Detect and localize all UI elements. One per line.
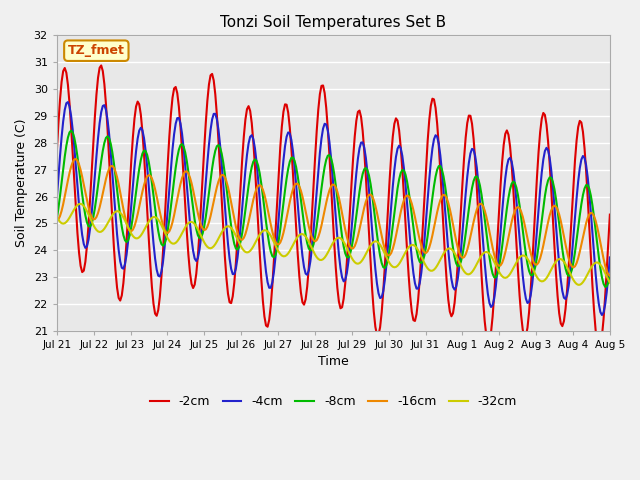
-8cm bbox=[602, 284, 609, 289]
-4cm bbox=[53, 195, 61, 201]
-2cm bbox=[602, 294, 609, 300]
-32cm bbox=[349, 257, 357, 263]
Text: TZ_fmet: TZ_fmet bbox=[68, 44, 125, 57]
Line: -32cm: -32cm bbox=[57, 204, 610, 285]
-16cm bbox=[53, 218, 61, 224]
-8cm bbox=[606, 272, 614, 278]
-4cm bbox=[606, 254, 614, 260]
-8cm bbox=[67, 128, 75, 133]
-2cm bbox=[310, 183, 317, 189]
-32cm bbox=[574, 282, 582, 288]
-32cm bbox=[53, 214, 61, 220]
-2cm bbox=[202, 120, 210, 125]
-32cm bbox=[602, 270, 609, 276]
-2cm bbox=[584, 195, 591, 201]
-8cm bbox=[310, 241, 317, 247]
-16cm bbox=[310, 238, 317, 243]
Line: -16cm: -16cm bbox=[57, 159, 610, 276]
-4cm bbox=[381, 277, 388, 283]
-16cm bbox=[381, 246, 388, 252]
Line: -2cm: -2cm bbox=[57, 65, 610, 348]
-16cm bbox=[72, 156, 80, 162]
-16cm bbox=[349, 245, 357, 251]
-8cm bbox=[584, 182, 591, 188]
-2cm bbox=[349, 155, 357, 160]
-32cm bbox=[77, 201, 84, 207]
-8cm bbox=[202, 214, 210, 220]
-32cm bbox=[310, 249, 317, 254]
-2cm bbox=[381, 263, 388, 268]
Title: Tonzi Soil Temperatures Set B: Tonzi Soil Temperatures Set B bbox=[220, 15, 447, 30]
-16cm bbox=[584, 215, 591, 221]
Legend: -2cm, -4cm, -8cm, -16cm, -32cm: -2cm, -4cm, -8cm, -16cm, -32cm bbox=[145, 390, 522, 413]
Y-axis label: Soil Temperature (C): Soil Temperature (C) bbox=[15, 119, 28, 247]
-4cm bbox=[349, 206, 357, 212]
-4cm bbox=[202, 179, 210, 185]
Line: -8cm: -8cm bbox=[57, 131, 610, 287]
-8cm bbox=[349, 236, 357, 241]
-4cm bbox=[310, 227, 317, 233]
-2cm bbox=[53, 148, 61, 154]
X-axis label: Time: Time bbox=[318, 355, 349, 369]
-4cm bbox=[64, 99, 72, 105]
-32cm bbox=[381, 251, 388, 257]
-2cm bbox=[97, 62, 105, 68]
Line: -4cm: -4cm bbox=[57, 102, 610, 315]
-4cm bbox=[602, 302, 609, 308]
-32cm bbox=[606, 280, 614, 286]
-4cm bbox=[584, 174, 591, 180]
-16cm bbox=[202, 227, 210, 232]
-16cm bbox=[600, 256, 607, 262]
-8cm bbox=[600, 281, 607, 287]
-4cm bbox=[598, 312, 606, 318]
-32cm bbox=[586, 268, 593, 274]
-2cm bbox=[606, 212, 614, 217]
-32cm bbox=[202, 242, 210, 248]
-8cm bbox=[381, 265, 388, 271]
-16cm bbox=[606, 273, 614, 279]
-8cm bbox=[53, 216, 61, 222]
-2cm bbox=[595, 346, 603, 351]
